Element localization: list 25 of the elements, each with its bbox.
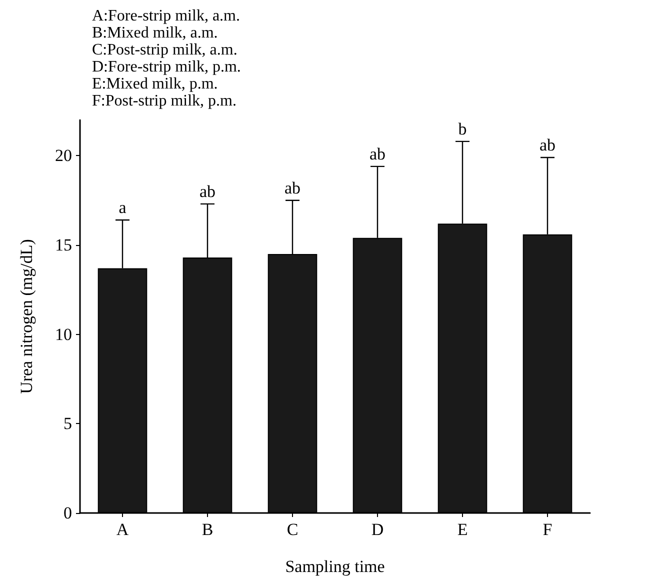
x-tick-label: D bbox=[371, 520, 384, 539]
annotation: ab bbox=[284, 178, 301, 198]
text: C:Post-strip milk, a.m. bbox=[92, 42, 238, 58]
x-tick-label: F bbox=[542, 520, 552, 539]
annotation: a bbox=[118, 198, 127, 218]
annotation: b bbox=[458, 119, 467, 138]
y-axis-title: Urea nitrogen (mg/dL) bbox=[17, 239, 36, 394]
y-tick-label: 10 bbox=[55, 324, 72, 344]
x-axis-title: Sampling time bbox=[285, 557, 385, 576]
x-tick-label: C bbox=[286, 520, 298, 539]
text: D:Fore-strip milk, p.m. bbox=[92, 58, 241, 76]
text: E:Mixed milk, p.m. bbox=[92, 76, 218, 92]
x-tick-label: B bbox=[202, 520, 214, 539]
annotation: ab bbox=[369, 144, 386, 164]
x-tick-label: E bbox=[457, 520, 468, 539]
text: B:Mixed milk, a.m. bbox=[92, 24, 218, 42]
text: A:Fore-strip milk, a.m. bbox=[92, 8, 240, 24]
text: F:Post-strip milk, p.m. bbox=[92, 92, 236, 110]
annotation: ab bbox=[199, 182, 216, 201]
annotation: ab bbox=[539, 136, 556, 155]
y-tick-label: 5 bbox=[64, 414, 72, 434]
y-tick-label: 15 bbox=[55, 236, 72, 255]
y-tick-label: 20 bbox=[55, 146, 72, 166]
x-tick-label: A bbox=[116, 520, 130, 539]
y-tick-label: 0 bbox=[64, 504, 72, 522]
